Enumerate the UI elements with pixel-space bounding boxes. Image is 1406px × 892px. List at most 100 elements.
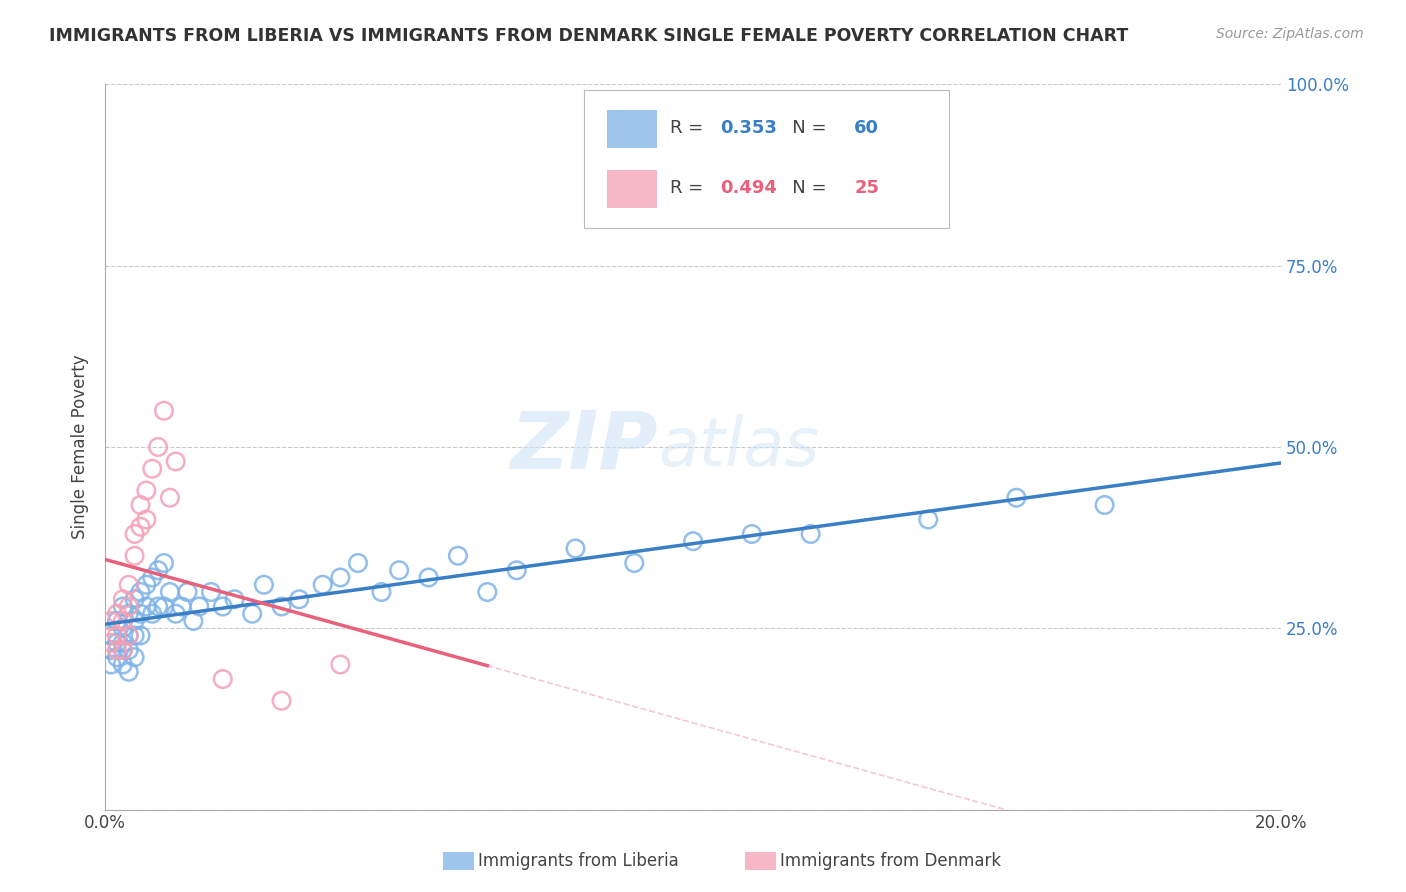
- Point: [124, 628, 146, 642]
- Point: [135, 599, 157, 614]
- Text: Immigrants from Liberia: Immigrants from Liberia: [478, 852, 679, 870]
- Point: [741, 527, 763, 541]
- Point: [105, 636, 128, 650]
- Point: [111, 621, 134, 635]
- Point: [118, 599, 141, 614]
- Point: [105, 643, 128, 657]
- Point: [105, 650, 128, 665]
- Point: [129, 585, 152, 599]
- Point: [211, 599, 233, 614]
- Text: 0.353: 0.353: [720, 119, 778, 137]
- Point: [118, 628, 141, 642]
- Point: [135, 483, 157, 498]
- Point: [146, 563, 169, 577]
- Point: [682, 534, 704, 549]
- Point: [135, 512, 157, 526]
- Point: [135, 578, 157, 592]
- Point: [105, 607, 128, 621]
- Point: [211, 672, 233, 686]
- Point: [124, 592, 146, 607]
- Text: N =: N =: [775, 179, 832, 197]
- FancyBboxPatch shape: [583, 89, 949, 228]
- Text: 25: 25: [855, 179, 879, 197]
- Point: [111, 657, 134, 672]
- Point: [141, 461, 163, 475]
- Point: [1005, 491, 1028, 505]
- Text: R =: R =: [669, 119, 709, 137]
- FancyBboxPatch shape: [607, 170, 657, 208]
- Point: [159, 585, 181, 599]
- Point: [129, 498, 152, 512]
- Point: [477, 585, 499, 599]
- Point: [917, 512, 939, 526]
- Point: [111, 614, 134, 628]
- Point: [153, 556, 176, 570]
- Point: [329, 570, 352, 584]
- Point: [118, 578, 141, 592]
- Point: [270, 694, 292, 708]
- Point: [388, 563, 411, 577]
- Point: [800, 527, 823, 541]
- Point: [240, 607, 263, 621]
- Point: [118, 643, 141, 657]
- Text: Immigrants from Denmark: Immigrants from Denmark: [780, 852, 1001, 870]
- Point: [188, 599, 211, 614]
- Text: N =: N =: [775, 119, 832, 137]
- Point: [253, 578, 276, 592]
- Point: [141, 570, 163, 584]
- Point: [418, 570, 440, 584]
- Point: [105, 614, 128, 628]
- Point: [183, 614, 205, 628]
- Point: [270, 599, 292, 614]
- Point: [111, 643, 134, 657]
- Point: [111, 592, 134, 607]
- Point: [111, 636, 134, 650]
- Point: [329, 657, 352, 672]
- Text: 60: 60: [855, 119, 879, 137]
- Point: [564, 541, 586, 556]
- Point: [118, 665, 141, 679]
- Point: [100, 636, 122, 650]
- Point: [111, 599, 134, 614]
- Text: ZIP: ZIP: [510, 408, 658, 486]
- Point: [447, 549, 470, 563]
- Point: [165, 607, 187, 621]
- Point: [118, 628, 141, 642]
- FancyBboxPatch shape: [607, 110, 657, 147]
- Point: [170, 599, 193, 614]
- Point: [118, 607, 141, 621]
- Point: [312, 578, 335, 592]
- Point: [129, 607, 152, 621]
- Point: [288, 592, 311, 607]
- Point: [124, 527, 146, 541]
- Point: [347, 556, 370, 570]
- Point: [111, 643, 134, 657]
- Text: atlas: atlas: [658, 414, 818, 480]
- Text: 0.494: 0.494: [720, 179, 778, 197]
- Point: [200, 585, 222, 599]
- Point: [124, 614, 146, 628]
- Point: [146, 599, 169, 614]
- Point: [165, 454, 187, 468]
- Point: [224, 592, 246, 607]
- Y-axis label: Single Female Poverty: Single Female Poverty: [72, 355, 89, 540]
- Point: [129, 628, 152, 642]
- Text: R =: R =: [669, 179, 709, 197]
- Point: [105, 628, 128, 642]
- Point: [100, 643, 122, 657]
- Point: [153, 599, 176, 614]
- Text: IMMIGRANTS FROM LIBERIA VS IMMIGRANTS FROM DENMARK SINGLE FEMALE POVERTY CORRELA: IMMIGRANTS FROM LIBERIA VS IMMIGRANTS FR…: [49, 27, 1129, 45]
- Text: Source: ZipAtlas.com: Source: ZipAtlas.com: [1216, 27, 1364, 41]
- Point: [124, 549, 146, 563]
- Point: [100, 628, 122, 642]
- Point: [124, 650, 146, 665]
- Point: [506, 563, 529, 577]
- Point: [370, 585, 392, 599]
- Point: [129, 520, 152, 534]
- Point: [176, 585, 198, 599]
- Point: [141, 607, 163, 621]
- Point: [100, 657, 122, 672]
- Point: [159, 491, 181, 505]
- Point: [146, 440, 169, 454]
- Point: [153, 403, 176, 417]
